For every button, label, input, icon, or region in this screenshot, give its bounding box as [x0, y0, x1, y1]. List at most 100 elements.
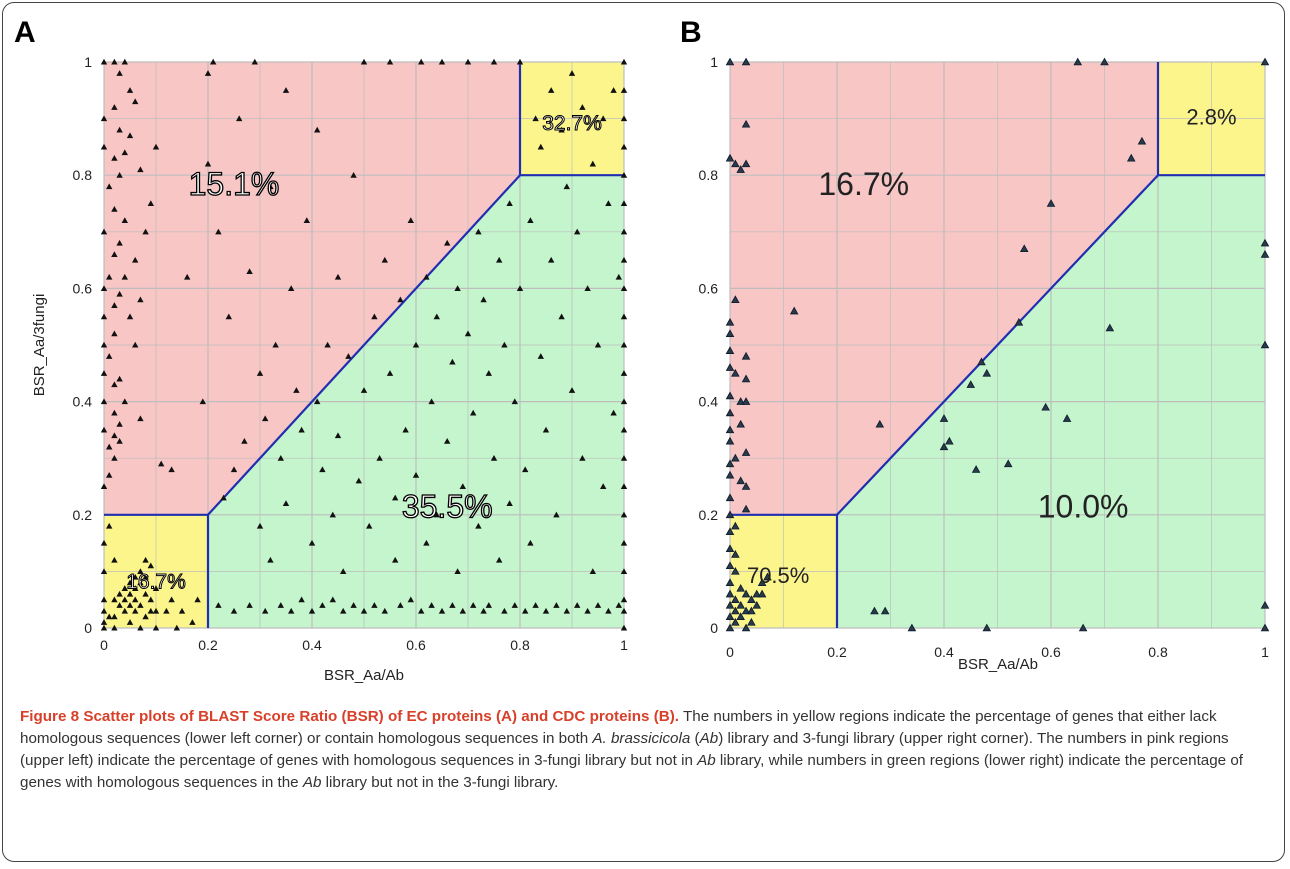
panel-a-y-tick-label: 0.6	[73, 280, 93, 296]
panel-b-y-tick-label: 0.4	[699, 394, 719, 410]
panel-a-data-point	[459, 607, 466, 614]
panel-a-data-point	[116, 290, 123, 297]
panel-b-data-point	[1041, 402, 1050, 411]
panel-a-data-point	[470, 602, 477, 608]
panel-b-region-label-pink: 16.7%	[818, 166, 909, 202]
panel-a-data-point	[423, 539, 430, 546]
panel-b-data-point	[736, 165, 745, 173]
panel-a-data-point	[116, 375, 123, 382]
panel-a-y-tick-label: 0.4	[73, 394, 93, 410]
panel-a-data-point	[548, 256, 555, 263]
panel-a-data-point	[288, 285, 295, 291]
panel-b-data-point	[741, 504, 751, 513]
panel-a-data-point	[329, 596, 336, 603]
panel-a-data-point	[147, 562, 154, 569]
panel-a-data-point	[111, 302, 118, 308]
panel-b-data-point	[939, 414, 949, 422]
panel-a-data-point	[111, 381, 118, 388]
panel-a-data-point	[605, 607, 612, 614]
caption-segment: (	[690, 730, 700, 747]
panel-a-data-point	[620, 539, 628, 546]
panel-b-data-point	[736, 419, 745, 428]
panel-b-letter: B	[680, 16, 702, 49]
panel-a-data-point	[100, 426, 108, 433]
panel-b-data-point	[907, 623, 917, 632]
panel-a-data-point	[132, 341, 139, 348]
panel-b-data-point	[1073, 57, 1083, 66]
panel-a-data-point	[230, 607, 238, 614]
panel-a-data-point	[204, 70, 212, 76]
panel-b-region-label-green: 10.0%	[1038, 489, 1129, 525]
panel-a-data-point	[501, 341, 508, 348]
panel-a-data-point	[100, 398, 108, 405]
panel-b-data-point	[725, 589, 735, 598]
panel-a-data-point	[464, 58, 472, 65]
panel-a-data-point	[241, 438, 248, 444]
panel-b-data-point	[1260, 623, 1270, 632]
panel-a-data-point	[511, 398, 518, 405]
panel-a-data-point	[116, 70, 123, 76]
panel-a-data-point	[594, 602, 602, 608]
panel-a-data-point	[142, 556, 149, 563]
panel-a-data-point	[620, 624, 628, 631]
panel-a-data-point	[480, 607, 487, 614]
panel-a-y-axis-label: BSR_Aa/3fungi	[31, 294, 48, 397]
panel-b-data-point	[731, 295, 740, 304]
panel-a-data-point	[537, 143, 544, 150]
panel-b-data-point	[1260, 250, 1270, 258]
panel-a-data-point	[111, 409, 118, 416]
panel-a-data-point	[376, 455, 383, 461]
panel-a-data-point	[558, 126, 565, 133]
panel-a-region-label-green: 35.5%	[402, 489, 493, 525]
panel-a-data-point	[506, 200, 513, 207]
panel-a-data-point	[121, 149, 128, 156]
panel-a-data-point	[121, 58, 128, 65]
panel-a-data-point	[620, 607, 628, 614]
panel-a-data-point	[532, 602, 539, 608]
panel-a-data-point	[314, 398, 321, 405]
panel-a-data-point	[418, 58, 425, 65]
panel-a-data-point	[111, 613, 118, 620]
panel-b-data-point	[736, 600, 745, 609]
panel-a-data-point	[355, 477, 362, 484]
caption-segment: Ab	[699, 730, 719, 747]
panel-a-data-point	[282, 500, 290, 507]
panel-a-data-point	[267, 556, 274, 563]
panel-b-data-point	[875, 419, 885, 428]
panel-a-data-point	[381, 256, 388, 263]
panel-a-data-point	[620, 200, 628, 207]
panel-a-data-point	[475, 228, 482, 235]
panel-a-data-point	[277, 602, 284, 608]
panel-a-data-point	[600, 483, 607, 490]
panel-a-data-point	[236, 115, 243, 122]
panel-b-y-tick-label: 0.6	[699, 280, 719, 296]
panel-a-data-point	[194, 596, 201, 603]
panel-b-y-tick-label: 1	[710, 54, 718, 70]
panel-a-data-point	[251, 58, 258, 65]
panel-a-data-point	[620, 172, 628, 178]
panel-a-data-point	[407, 217, 414, 224]
panel-a-data-point	[496, 256, 503, 263]
panel-a-data-point	[506, 500, 513, 507]
panel-a-data-point	[610, 409, 617, 416]
panel-b-data-point	[880, 606, 890, 615]
panel-a-data-point	[542, 426, 550, 433]
panel-a-data-point	[106, 273, 113, 280]
panel-a-data-point	[111, 104, 118, 110]
panel-a-data-point	[449, 358, 456, 365]
panel-b-data-point	[1137, 136, 1147, 145]
panel-a-data-point	[225, 313, 232, 320]
caption-segment: Ab	[302, 774, 322, 791]
caption-segment: The numbers in yellow regions indicate t…	[20, 708, 1217, 747]
panel-a-data-point	[548, 87, 555, 93]
panel-b-data-point	[725, 612, 735, 620]
panel-a-data-point	[137, 166, 144, 173]
panel-a-data-point	[340, 607, 347, 614]
panel-a-data-point	[121, 398, 128, 405]
panel-a-data-point	[589, 568, 596, 574]
panel-a-data-point	[215, 228, 222, 235]
panel-a-data-point	[620, 87, 628, 93]
panel-a-data-point	[100, 607, 108, 614]
panel-b-data-point	[741, 623, 751, 632]
panel-a-data-point	[100, 58, 108, 65]
